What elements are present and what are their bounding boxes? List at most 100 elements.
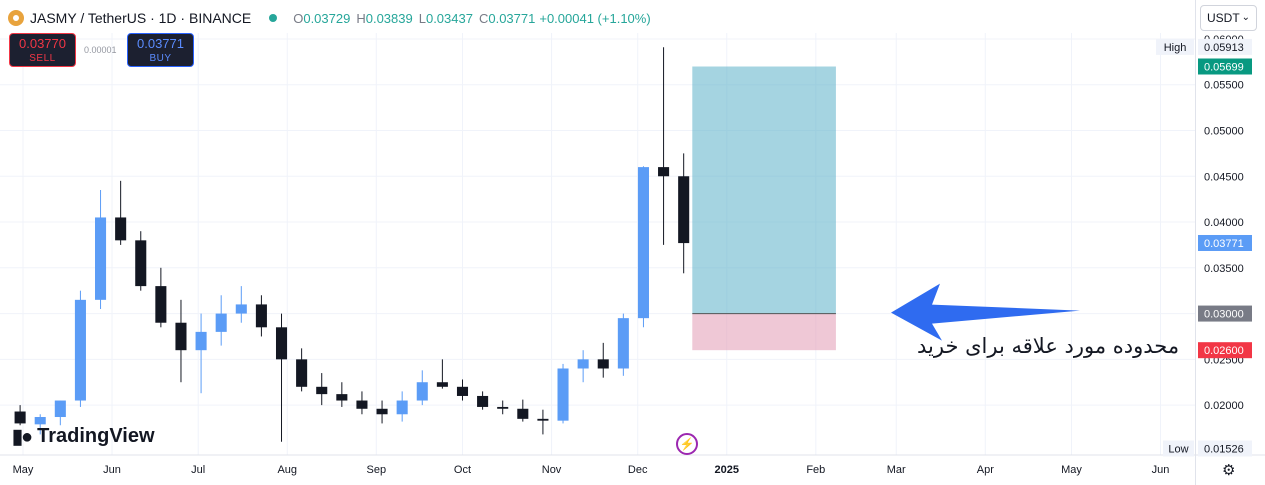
candle-body [396, 400, 408, 415]
candle-body [537, 418, 549, 421]
candle-body [275, 327, 288, 360]
candle-body [155, 286, 167, 323]
candle-body [376, 408, 388, 415]
chevron-down-icon: ⌄ [1241, 12, 1250, 23]
candle-body [115, 217, 127, 241]
candle-body [637, 167, 649, 319]
y-tick-label: 0.05000 [1204, 125, 1244, 137]
y-tick-label: 0.05500 [1204, 80, 1244, 92]
candle-body [95, 217, 107, 300]
x-tick-label: Jun [103, 464, 121, 476]
x-tick-label: 2025 [715, 464, 739, 476]
tradingview-wordmark: TradingView [37, 425, 155, 447]
candle-body [597, 359, 609, 369]
candle-body [456, 386, 469, 396]
candle-body [658, 167, 670, 177]
profit-zone [692, 66, 836, 314]
price-tag-bg [1198, 234, 1252, 251]
gear-icon[interactable]: ⚙ [1222, 462, 1236, 479]
candle-body [497, 406, 509, 409]
tradingview-logo[interactable]: ▮● TradingView [12, 424, 155, 449]
ohlc-change: +0.00041 (+1.10%) [539, 10, 651, 26]
price-tag-bg [1198, 440, 1252, 457]
candle-body [356, 400, 368, 409]
x-tick-label: Dec [628, 464, 648, 476]
x-tick-label: Oct [454, 464, 471, 476]
x-tick-label: Sep [367, 464, 387, 476]
price-tag-bg [1198, 38, 1252, 55]
candle-body [296, 359, 308, 387]
candle-body [416, 382, 428, 401]
jasmy-coin-icon [8, 10, 24, 26]
candle-body [336, 394, 348, 401]
candle-body [255, 304, 267, 328]
lightning-icon[interactable]: ⚡ [676, 433, 698, 455]
price-tag-bg [1198, 58, 1252, 75]
price-tag-label-bg [1163, 440, 1194, 457]
market-open-dot [269, 14, 278, 22]
price-tag-bg [1198, 342, 1252, 359]
x-tick-label: Nov [542, 464, 562, 476]
y-tick-label: 0.04000 [1204, 217, 1244, 229]
price-tag-label: High [1164, 42, 1187, 54]
sell-button[interactable]: 0.03770 SELL [9, 33, 76, 67]
buy-price: 0.03771 [137, 36, 184, 51]
buy-button[interactable]: 0.03771 BUY [127, 33, 194, 67]
ohlc-high: 0.03839 [365, 10, 413, 26]
x-tick-label: May [13, 464, 34, 476]
price-tag-value: 0.05699 [1204, 62, 1244, 74]
ohlc-close: 0.03771 [488, 10, 536, 26]
y-tick-label: 0.03500 [1204, 263, 1244, 275]
candle-body [316, 386, 328, 395]
price-tag-label: Low [1168, 444, 1188, 456]
annotation-label: محدوده مورد علاقه برای خرید [917, 334, 1179, 358]
price-tag-value: 0.01526 [1204, 444, 1244, 456]
candle-body [135, 240, 147, 287]
ohlc-low: 0.03437 [425, 10, 473, 26]
ohlc-close-key: C [478, 10, 489, 26]
x-tick-label: Jul [191, 464, 205, 476]
y-tick-label: 0.02000 [1204, 400, 1244, 412]
candle-body [54, 400, 66, 418]
price-tag-value: 0.02600 [1204, 345, 1244, 357]
loss-zone [692, 313, 836, 351]
x-tick-label: Feb [806, 464, 825, 476]
x-tick-label: Apr [977, 464, 994, 476]
candle-body [14, 411, 26, 424]
candle-body [517, 408, 529, 419]
price-tag-label-bg [1156, 38, 1194, 55]
buy-label: BUY [149, 53, 172, 64]
ohlc-open: 0.03729 [303, 10, 351, 26]
candle-body [175, 322, 187, 351]
price-tag-value: 0.03771 [1204, 238, 1244, 250]
x-tick-label: May [1061, 464, 1082, 476]
ohlc-high-key: H [356, 10, 366, 26]
candle-body [34, 417, 46, 425]
symbol-title[interactable]: JASMY / TetherUS · 1D · BINANCE [30, 10, 252, 26]
candle-body [215, 313, 227, 332]
candle-body [477, 395, 489, 407]
candle-body [235, 304, 247, 314]
price-tag-bg [1198, 305, 1252, 322]
x-tick-label: Aug [277, 464, 297, 476]
candle-body [436, 382, 448, 387]
price-tag-value: 0.05913 [1204, 42, 1244, 54]
sell-label: SELL [29, 53, 56, 64]
candle-body [195, 331, 207, 351]
annotation-arrow [891, 283, 1080, 341]
sell-price: 0.03770 [19, 36, 66, 51]
candle-body [617, 318, 629, 369]
currency-select-label: USDT [1207, 11, 1240, 25]
price-tag-value: 0.03000 [1204, 309, 1244, 321]
x-tick-label: Mar [887, 464, 906, 476]
x-tick-label: Jun [1152, 464, 1170, 476]
currency-select[interactable]: USDT ⌄ [1200, 5, 1257, 31]
y-tick-label: 0.04500 [1204, 171, 1244, 183]
spread-value: 0.00001 [84, 45, 117, 55]
ohlc-low-key: L [418, 10, 426, 26]
tradingview-mark-icon: ▮● [12, 426, 33, 448]
candle-body [678, 176, 690, 244]
candle-body [74, 299, 86, 401]
